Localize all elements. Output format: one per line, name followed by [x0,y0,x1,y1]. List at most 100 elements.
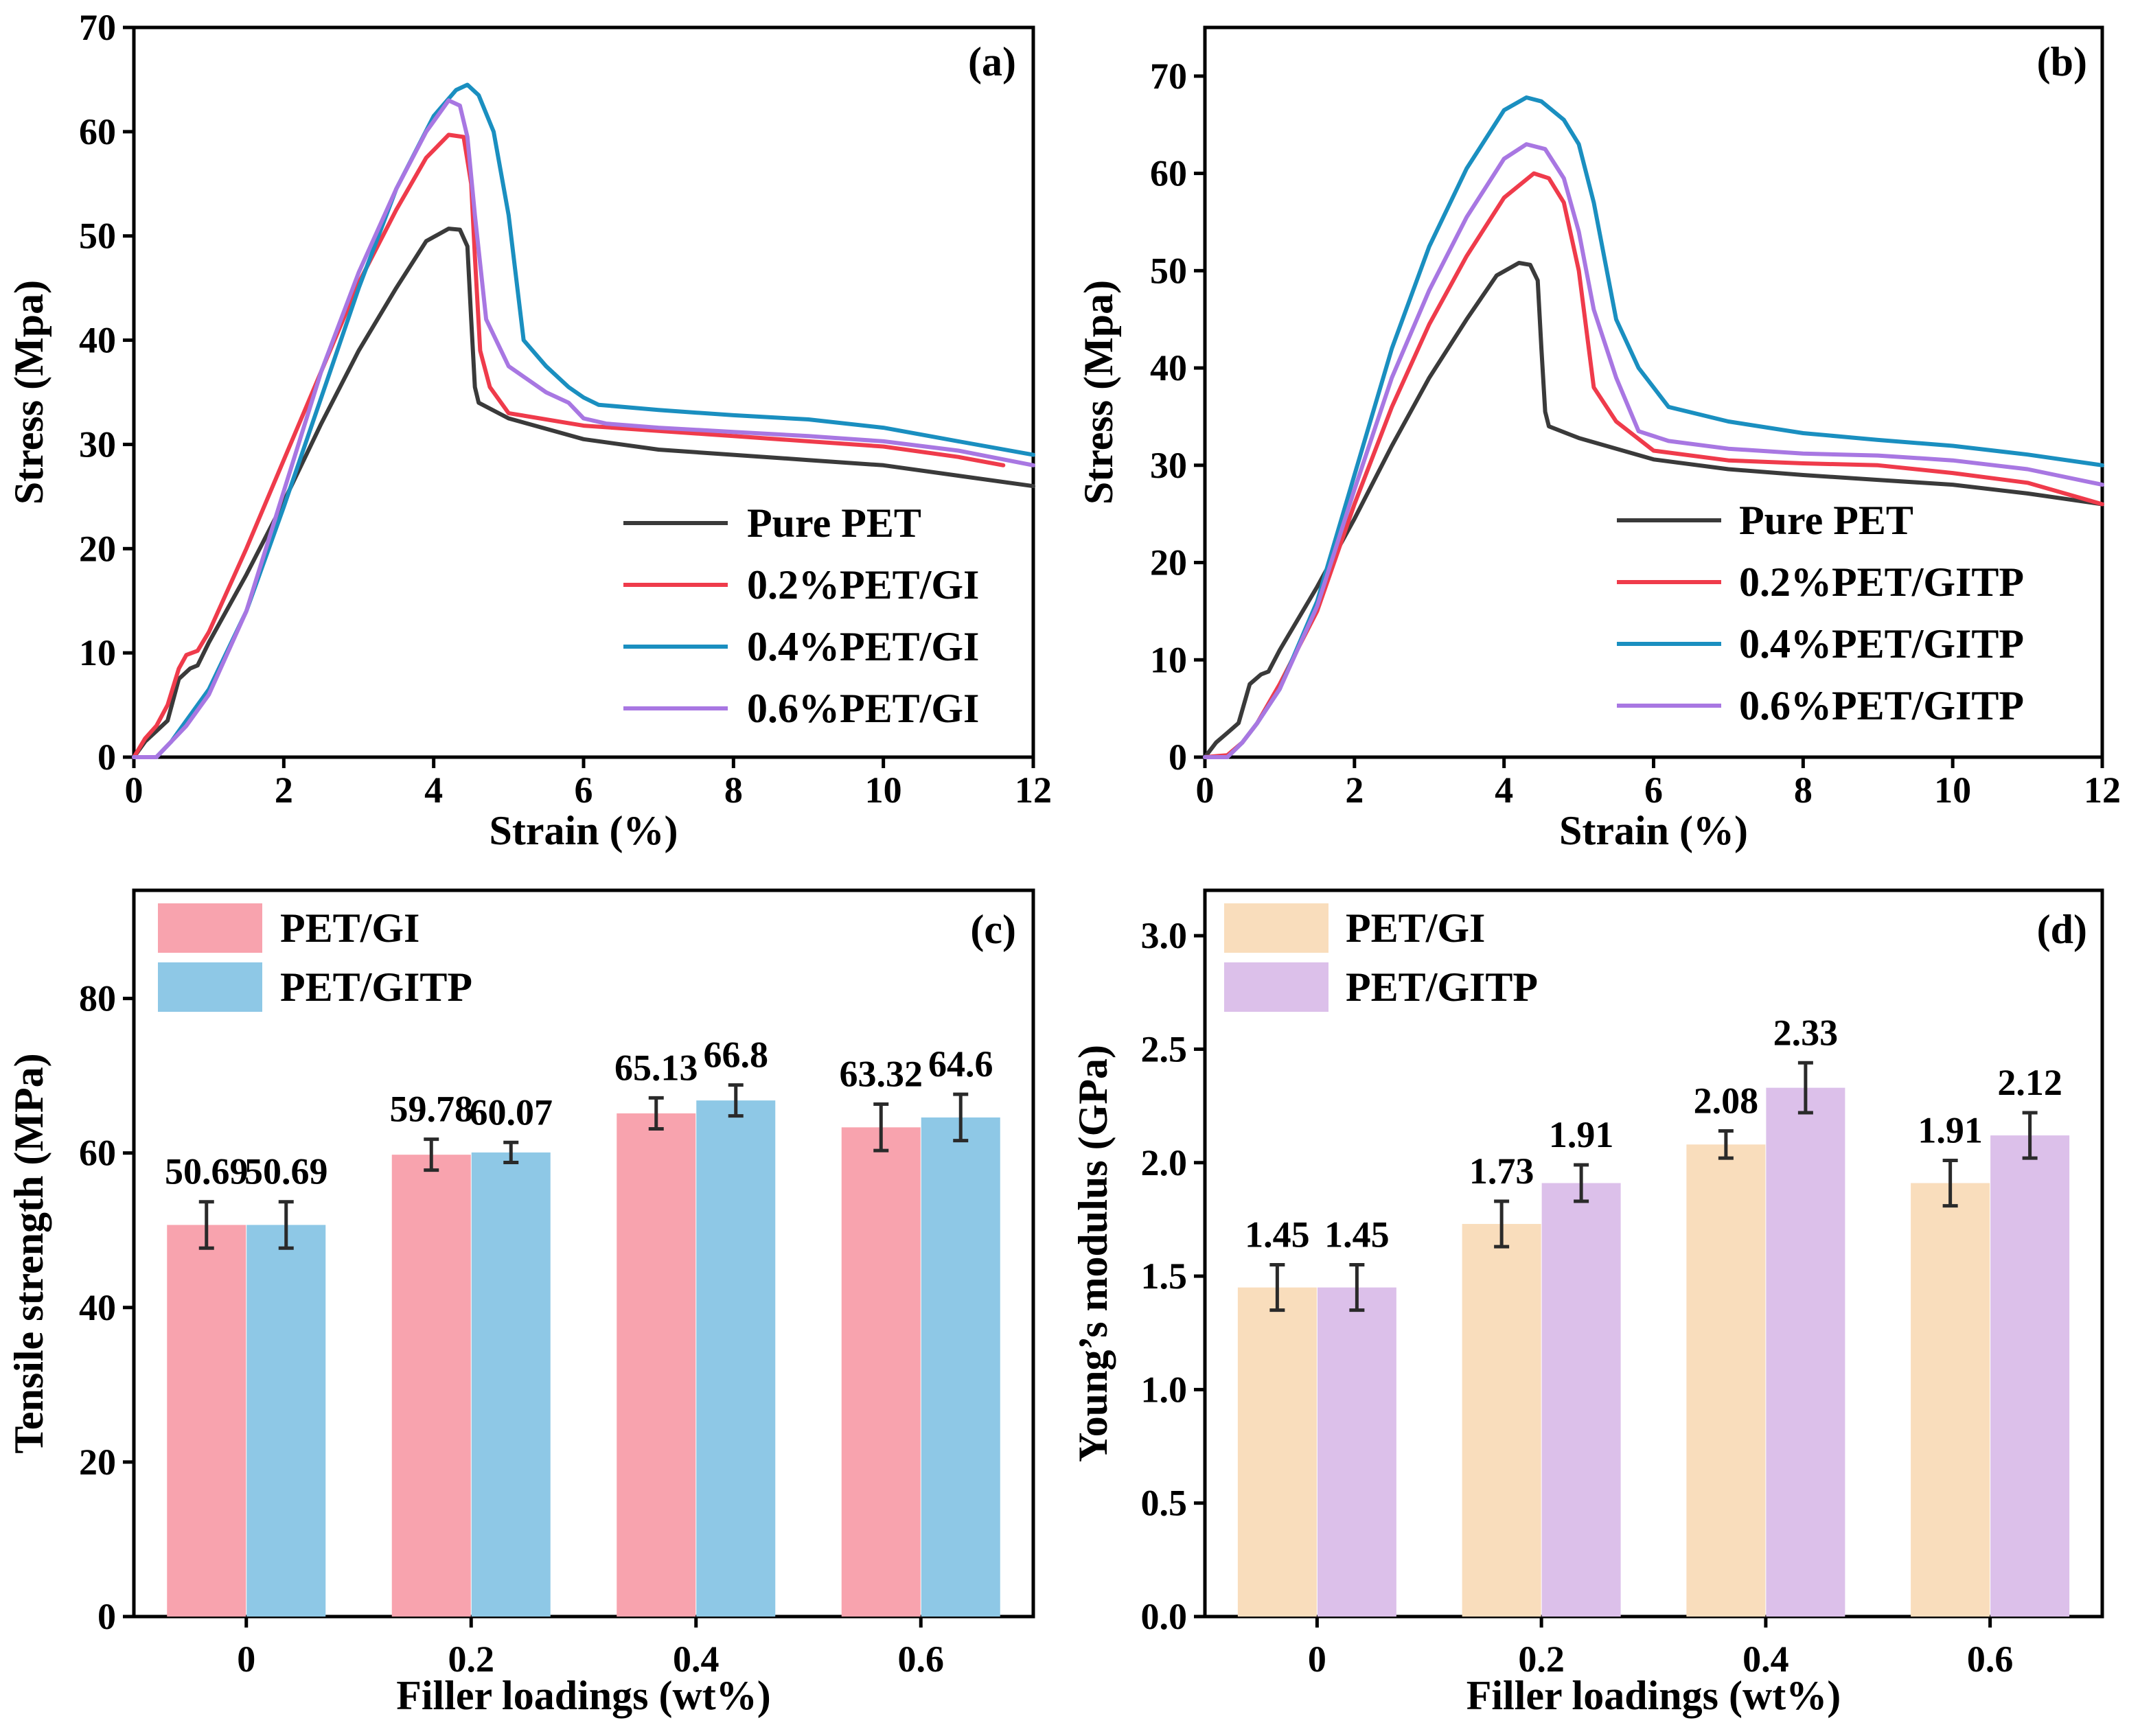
y-tick-label: 60 [79,111,116,152]
legend-label: 0.6%PET/GI [747,686,979,731]
x-tick-label: 8 [724,769,743,811]
y-tick-label: 0 [1169,737,1187,778]
bar [391,1155,471,1617]
bar [1541,1183,1621,1617]
panel-label: (a) [968,39,1016,84]
data-label: 50.69 [165,1151,249,1192]
x-axis-title: Filler loadings (wt%) [1466,1673,1841,1718]
y-axis-title: Young’s modulus (GPa) [1070,1045,1116,1462]
legend-swatch [1224,962,1328,1012]
panel-b-stress-strain-chart: (b) Stress (Mpa) Strain (%) 0 2 4 6 8 10 12 0 10 20 3… [1076,25,2121,853]
series-line-0 [1203,261,2104,759]
panel-label: (b) [2037,39,2087,84]
y-tick-label: 40 [1150,347,1187,389]
data-label: 1.91 [1549,1114,1614,1155]
legend-label: 0.2%PET/GITP [1739,559,2024,605]
bar [246,1225,326,1617]
panel-label: (d) [2037,907,2087,952]
legend-label: 0.2%PET/GI [747,562,979,607]
y-tick-label: 50 [79,216,116,257]
y-tick-label: 80 [79,978,116,1019]
x-axis-title: Filler loadings (wt%) [396,1673,771,1718]
x-tick-label: 2 [1345,769,1364,811]
data-label: 66.8 [704,1034,769,1076]
y-tick-label: 10 [79,632,116,673]
bar [1686,1144,1766,1617]
panel-d-youngs-modulus-chart: (d) Young’s modulus (GPa) Filler loadings … [1070,888,2104,1718]
bar [1237,1287,1317,1617]
x-tick-label: 10 [865,769,902,811]
data-label: 63.32 [840,1054,923,1095]
bar [921,1117,1000,1617]
bar [1766,1087,1845,1617]
bar [1462,1224,1541,1617]
data-label: 2.33 [1773,1012,1839,1053]
plot-frame [1203,888,2104,1619]
series-line-3 [1203,142,2104,759]
data-label: 1.91 [1918,1109,1983,1150]
plot-frame [132,888,1035,1619]
y-tick-label: 60 [79,1133,116,1174]
x-tick-label: 6 [1644,769,1663,811]
x-axis-title: Strain (%) [1559,808,1748,853]
data-label: 64.6 [928,1043,993,1085]
legend-label: PET/GITP [1346,964,1538,1010]
legend-label: PET/GITP [280,964,472,1010]
x-tick-label: 0.4 [673,1639,720,1680]
legend-label: 0.6%PET/GITP [1739,683,2024,728]
y-tick-label: 40 [79,320,116,361]
legend-swatch [158,962,262,1012]
x-tick-label: 0.6 [898,1639,945,1680]
panel-a-stress-strain-chart: (a) Stress (Mpa) Strain (%) 0 2 4 6 8 10 12 0 10 20 3… [6,7,1052,853]
y-tick-label: 20 [1150,542,1187,583]
bar [167,1225,246,1617]
y-tick-label: 60 [1150,153,1187,194]
y-tick-label: 3.0 [1141,915,1188,956]
bar [1911,1183,1990,1617]
y-axis-title: Stress (Mpa) [6,280,51,505]
series-line-1 [1203,171,2104,759]
y-tick-label: 10 [1150,639,1187,680]
x-tick-label: 0.2 [1518,1639,1565,1680]
y-tick-label: 0.0 [1141,1596,1188,1637]
legend-swatch [158,903,262,953]
y-tick-label: 20 [79,528,116,569]
x-tick-label: 12 [2084,769,2121,811]
y-tick-label: 30 [79,424,116,465]
x-tick-label: 10 [1934,769,1971,811]
data-label: 2.12 [1997,1062,2062,1103]
data-label: 50.69 [244,1151,328,1192]
y-tick-label: 2.0 [1141,1142,1188,1183]
x-tick-label: 4 [424,769,443,811]
x-tick-label: 2 [275,769,293,811]
y-tick-label: 0.5 [1141,1483,1188,1524]
series-line-3 [132,98,1035,759]
y-axis-title: Stress (Mpa) [1076,280,1121,505]
x-tick-label: 0 [237,1639,255,1680]
x-tick-label: 0 [1196,769,1215,811]
x-tick-label: 6 [575,769,593,811]
legend-label: 0.4%PET/GITP [1739,621,2024,667]
series-line-0 [132,227,1035,759]
data-label: 1.73 [1469,1150,1534,1192]
bar [1317,1287,1396,1617]
bar [471,1152,551,1617]
y-tick-label: 20 [79,1442,116,1483]
x-tick-label: 0 [1308,1639,1326,1680]
y-tick-label: 30 [1150,445,1187,486]
y-tick-label: 50 [1150,250,1187,291]
y-tick-label: 1.5 [1141,1255,1188,1297]
data-label: 2.08 [1694,1080,1759,1121]
panel-c-tensile-strength-chart: (c) Tensile strength (MPa) Filler loadings… [6,888,1035,1718]
bar [841,1127,921,1617]
data-label: 65.13 [614,1047,698,1088]
series-line-1 [132,132,1006,759]
legend-label: Pure PET [747,500,921,546]
y-tick-label: 1.0 [1141,1369,1188,1410]
data-label: 1.45 [1245,1214,1310,1255]
y-tick-label: 2.5 [1141,1028,1188,1069]
x-tick-label: 0.2 [448,1639,495,1680]
x-tick-label: 0 [125,769,143,811]
y-tick-label: 40 [79,1287,116,1328]
